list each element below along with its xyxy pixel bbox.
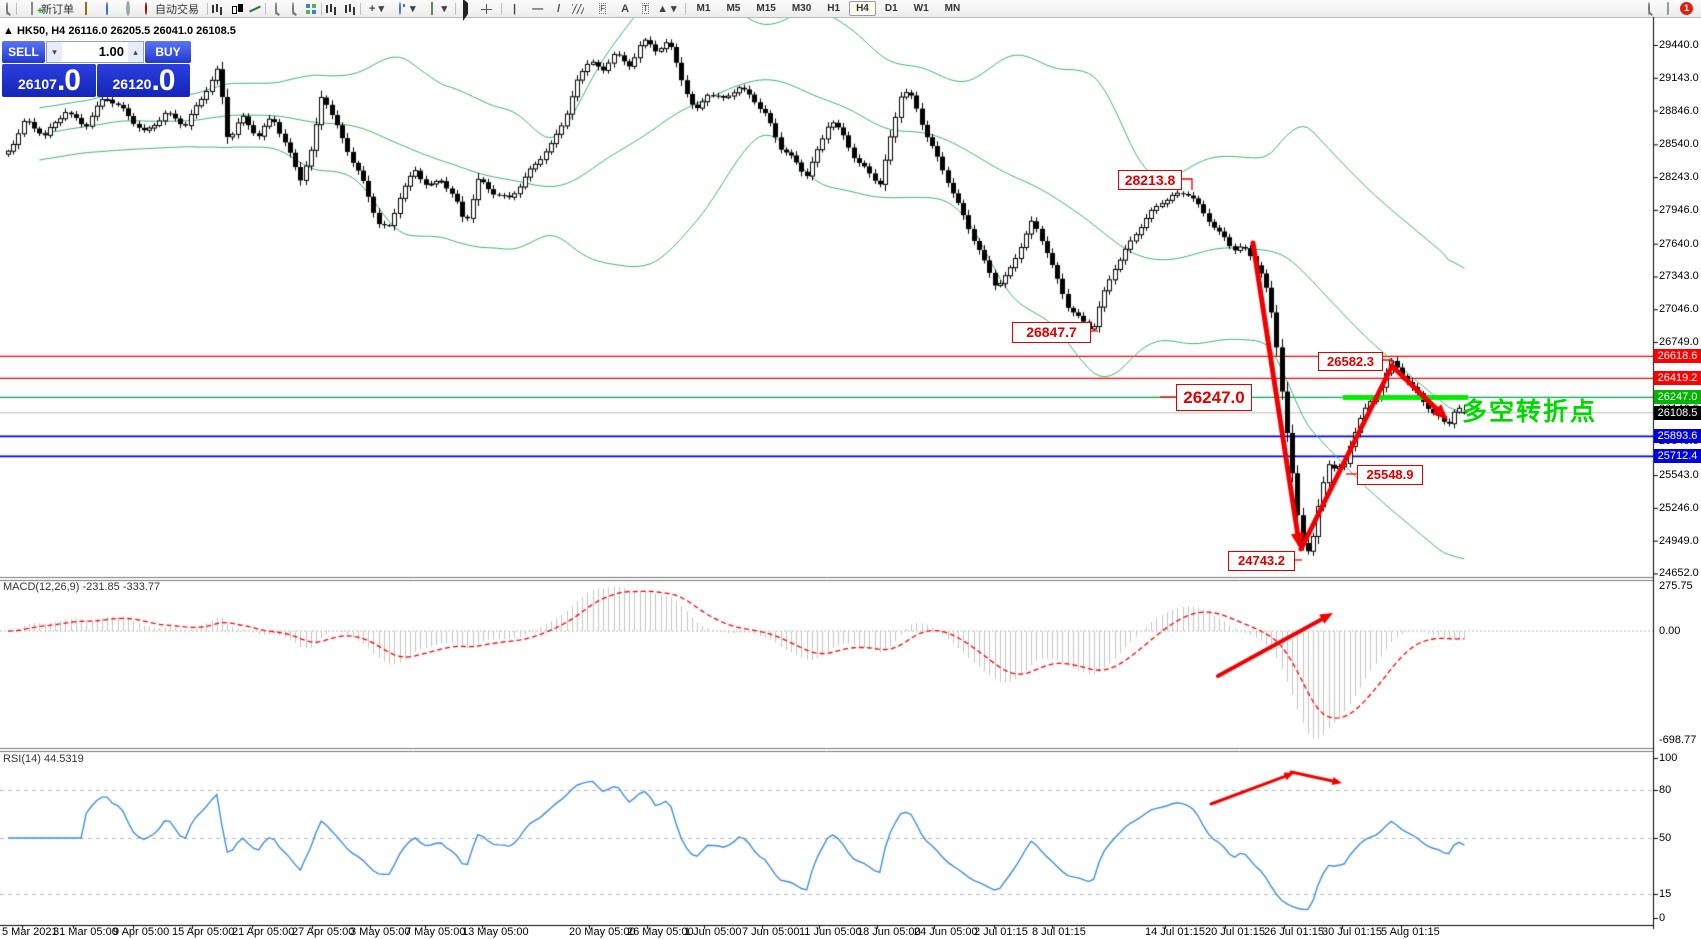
price-axis-tick: 28846.0 — [1659, 104, 1699, 117]
date-axis-label: 8 Jul 01:15 — [1032, 926, 1086, 938]
price-axis-tick: 27946.0 — [1659, 203, 1699, 216]
price-callout[interactable]: 26847.7 — [1012, 322, 1091, 343]
buy-price-button[interactable]: 26120.0 — [97, 64, 190, 97]
price-callout[interactable]: 24743.2 — [1228, 551, 1295, 571]
volume-input[interactable]: 1.00 — [98, 44, 124, 59]
sell-button[interactable]: SELL — [2, 41, 45, 63]
date-axis-label: 20 May 05:00 — [569, 926, 636, 938]
date-axis-label: 9 Apr 05:00 — [113, 926, 170, 938]
ohlc-values: 26116.0 26205.5 26041.0 26108.5 — [68, 25, 236, 37]
date-axis-label: 20 Jul 01:15 — [1205, 926, 1265, 938]
date-axis-label: 30 Jul 01:15 — [1322, 926, 1382, 938]
date-axis-label: 11 Jun 05:00 — [799, 926, 862, 938]
date-axis-label: 14 Jul 01:15 — [1145, 926, 1205, 938]
price-callout[interactable]: 25548.9 — [1357, 465, 1423, 485]
collapse-trade-panel-icon[interactable]: ▲ — [3, 25, 14, 37]
buy-price-main: 26120 — [112, 76, 152, 92]
date-axis-label: 31 Mar 05:00 — [53, 926, 118, 938]
volume-control: ▾ 1.00 ▴ — [46, 41, 144, 63]
date-axis-label: 2 Jul 01:15 — [974, 926, 1028, 938]
date-axis-label: 5 Mar 2021 — [2, 926, 58, 938]
price-axis-tick: 26749.0 — [1659, 335, 1699, 348]
buy-button[interactable]: BUY — [145, 41, 191, 63]
date-axis-label: 26 Jul 01:15 — [1264, 926, 1324, 938]
date-axis-label: 7 Jun 05:00 — [742, 926, 800, 938]
date-axis-label: 27 Apr 05:00 — [292, 926, 355, 938]
turning-point-annotation[interactable]: 多空转折点 — [1462, 398, 1598, 426]
rsi-axis-label: 0 — [1659, 912, 1666, 924]
price-level-box: 25712.4 — [1654, 449, 1701, 464]
price-level-box: 25893.6 — [1654, 429, 1701, 444]
price-axis-tick: 28540.0 — [1659, 138, 1699, 151]
rsi-axis-label: 80 — [1659, 784, 1672, 796]
macd-axis-zero: 0.00 — [1659, 625, 1681, 638]
date-axis-label: 1 Jun 05:00 — [684, 926, 742, 938]
price-callout[interactable]: 26247.0 — [1176, 384, 1252, 411]
symbol-period-label: HK50, H4 — [16, 25, 66, 37]
price-axis-tick: 29440.0 — [1659, 39, 1699, 51]
date-axis-label: 26 May 05:00 — [627, 926, 694, 938]
price-axis-tick: 24652.0 — [1659, 567, 1699, 580]
price-level-box: 26108.5 — [1654, 405, 1701, 420]
rsi-axis-label: 15 — [1659, 888, 1672, 900]
buy-price-decimal: .0 — [151, 64, 175, 97]
price-axis-tick: 27640.0 — [1659, 237, 1699, 250]
date-axis-label: 24 Jun 05:00 — [914, 926, 978, 938]
one-click-trading-widget: SELL ▾ 1.00 ▴ BUY 26107.0 26120.0 — [2, 41, 191, 97]
price-axis-tick: 24949.0 — [1659, 534, 1699, 547]
date-axis-label: 18 Jun 05:00 — [857, 926, 921, 938]
price-level-box: 26618.6 — [1654, 349, 1701, 364]
sell-price-main: 26107 — [18, 76, 57, 92]
price-level-box: 26419.2 — [1654, 371, 1701, 386]
price-axis-tick: 28243.0 — [1659, 171, 1699, 184]
date-axis-label: 15 Apr 05:00 — [172, 926, 235, 938]
macd-label: MACD(12,26,9) -231.85 -333.77 — [3, 581, 161, 593]
rsi-label: RSI(14) 44.5319 — [3, 753, 84, 765]
rsi-axis-label: 50 — [1659, 832, 1672, 844]
symbol-title: ▲ HK50, H4 26116.0 26205.5 26041.0 26108… — [3, 25, 236, 37]
price-axis-tick: 27343.0 — [1659, 270, 1699, 283]
macd-axis-max: 275.75 — [1659, 580, 1693, 592]
date-axis-label: 5 Aug 01:15 — [1381, 926, 1440, 938]
volume-decrease-button[interactable]: ▾ — [47, 42, 62, 62]
date-axis-label: 13 May 05:00 — [462, 926, 529, 938]
sell-price-button[interactable]: 26107.0 — [2, 64, 96, 97]
price-axis-tick: 25246.0 — [1659, 501, 1699, 514]
volume-increase-button[interactable]: ▴ — [128, 42, 143, 62]
macd-axis-min: -698.77 — [1659, 734, 1697, 746]
date-axis-label: 3 May 05:00 — [350, 926, 411, 938]
price-axis-tick: 25543.0 — [1659, 469, 1699, 482]
price-axis-tick: 27046.0 — [1659, 303, 1699, 316]
rsi-axis-label: 100 — [1659, 752, 1678, 764]
price-callout[interactable]: 26582.3 — [1318, 352, 1383, 371]
sell-price-decimal: .0 — [56, 64, 81, 97]
price-level-box: 26247.0 — [1654, 390, 1701, 405]
date-axis-label: 7 May 05:00 — [405, 926, 466, 938]
price-axis-tick: 29143.0 — [1659, 71, 1699, 84]
date-axis-label: 21 Apr 05:00 — [232, 926, 295, 938]
price-callout[interactable]: 28213.8 — [1118, 170, 1182, 190]
